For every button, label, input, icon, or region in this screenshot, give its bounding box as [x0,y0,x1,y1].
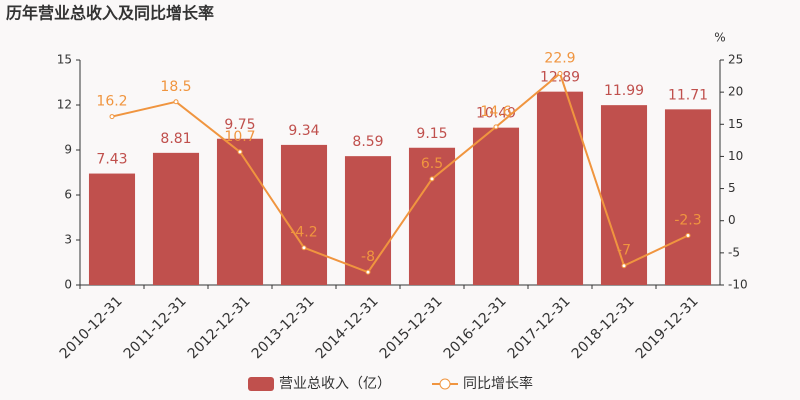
line-point [173,99,179,105]
bar-value-label: 8.81 [160,131,191,147]
y-tick-label: 0 [64,278,72,292]
bar [600,105,648,286]
x-tick-label: 2019-12-31 [633,293,702,362]
y2-tick-label: 0 [728,213,736,227]
x-tick-label: 2018-12-31 [569,293,638,362]
y2-tick-label: 20 [728,85,743,99]
x-tick-label: 2015-12-31 [377,293,446,362]
line [111,71,689,274]
bar [664,109,712,285]
line-point [365,269,371,275]
x-tick-label: 2011-12-31 [121,293,190,362]
bar-value-label: 9.15 [416,126,447,142]
bar [280,144,328,285]
line-value-label: 16.2 [96,94,127,110]
line-point [109,114,115,120]
y2-tick-label: 15 [728,117,743,131]
y2-tick-label: -10 [728,278,748,292]
line-value-label: 18.5 [160,79,191,95]
bar-value-label: 9.75 [224,117,255,133]
line-value-label: 6.5 [421,156,443,172]
line-value-label: 14.6 [480,104,511,120]
line-value-label: -4.2 [290,225,317,241]
bar-value-label: 7.43 [96,152,127,168]
x-tick-label: 2010-12-31 [57,293,126,362]
line-point [301,245,307,251]
legend-marker [439,378,451,390]
y2-tick-label: 25 [728,53,743,67]
bar-value-label: 11.71 [668,87,708,103]
bar [472,127,520,286]
y2-axis-label: % [714,31,725,45]
line-point [621,263,627,269]
line-value-label: -8 [361,249,375,265]
legend-swatch [248,377,274,391]
x-tick-label: 2013-12-31 [249,293,318,362]
line-point [493,124,499,130]
line-point [557,71,563,76]
bar-value-label: 9.34 [288,123,319,139]
line-point [237,149,243,155]
y2-tick-label: 5 [728,181,736,195]
y-tick-label: 3 [64,233,72,247]
bar [536,91,584,286]
line-value-label: -2.3 [674,213,701,229]
y2-tick-label: 10 [728,149,743,163]
chart-title: 历年营业总收入及同比增长率 [6,4,214,23]
line-value-label: 22.9 [544,51,575,67]
bar [152,152,200,285]
bar [408,147,456,285]
bar [344,156,392,285]
y2-tick-label: -5 [728,245,740,259]
legend-label: 同比增长率 [463,375,533,392]
line-point [429,176,435,182]
y-tick-label: 12 [57,98,72,112]
bar [88,173,136,285]
x-tick-label: 2017-12-31 [505,293,574,362]
line-value-label: 10.7 [224,129,255,145]
line-point [685,233,691,238]
bar-value-label: 8.59 [352,134,383,150]
bar [216,138,264,285]
y-tick-label: 6 [64,188,72,202]
line-value-label: -7 [617,243,631,259]
x-tick-label: 2014-12-31 [313,293,382,362]
x-tick-label: 2012-12-31 [185,293,254,362]
legend-label: 营业总收入（亿） [279,376,391,392]
bar-value-label: 11.99 [604,83,644,99]
x-tick-label: 2016-12-31 [441,293,510,362]
y-tick-label: 15 [57,53,72,67]
y-tick-label: 9 [64,143,72,157]
